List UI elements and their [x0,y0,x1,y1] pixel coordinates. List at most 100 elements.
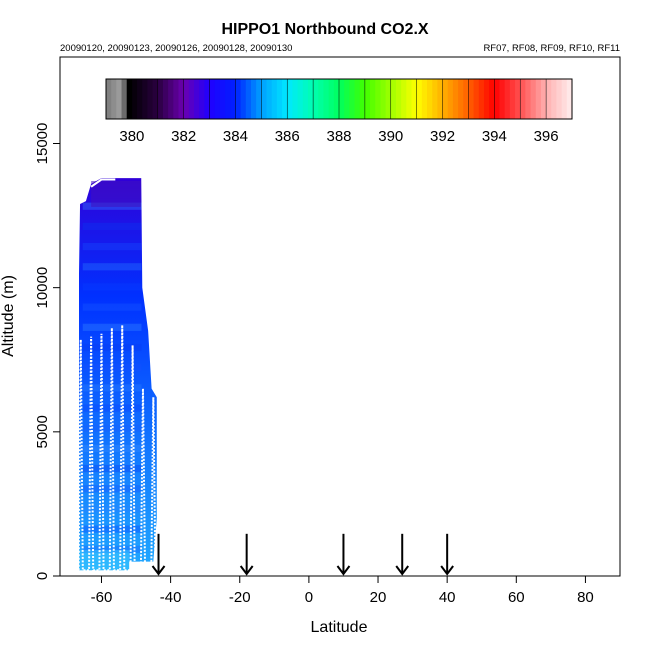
colorbar-cell [137,79,143,119]
colorbar-cell [432,79,438,119]
colorbar-cell [354,79,361,119]
chart-subtitle-left: 20090120, 20090123, 20090126, 20090128, … [60,43,292,54]
colorbar-cell [168,79,174,119]
colorbar-cell [194,79,200,119]
colorbar-cell [478,79,485,119]
colorbar-cell [395,79,402,119]
colorbar-cell [178,79,185,119]
flight-arrowhead [336,565,351,576]
colorbar-cell [442,79,449,119]
colorbar-cell [401,79,407,119]
colorbar-cell [287,79,293,119]
colorbar-tick-label: 390 [378,128,403,145]
colorbar-cell [261,79,268,119]
colorbar-cell [307,79,314,119]
colorbar-cell [364,79,371,119]
colorbar-cell [116,79,123,119]
colorbar-cell [535,79,542,119]
co2-section-band [82,242,142,251]
x-tick-label: -20 [229,589,251,606]
colorbar-cell [183,79,190,119]
colorbar-tick-label: 394 [482,128,507,145]
co2-section-band [82,323,142,331]
flight-arrowhead [239,565,254,576]
flight-track [77,325,157,572]
colorbar-cell [515,79,521,119]
colorbar-cell [230,79,237,119]
colorbar-cell [240,79,247,119]
colorbar-cell [540,79,547,119]
x-axis: -60 -40 -20 0 20 40 60 80 [91,576,594,606]
x-tick-label: 40 [439,589,456,606]
colorbar-cell [199,79,205,119]
colorbar-cell [421,79,428,119]
x-tick-label: 0 [305,589,313,606]
co2-section-top [91,180,141,207]
colorbar-cell [302,79,309,119]
colorbar-cell [339,79,345,119]
chart-subtitle-right: RF07, RF08, RF09, RF10, RF11 [483,43,620,54]
colorbar-cell [142,79,149,119]
colorbar-cell [494,79,501,119]
colorbar-cell [282,79,288,119]
colorbar-cell [473,79,480,119]
colorbar-cell [276,79,283,119]
x-tick-label: -40 [160,589,182,606]
colorbar-cell [344,79,350,119]
colorbar-cell [463,79,470,119]
co2-section-band [82,545,142,553]
colorbar-tick-label: 384 [223,128,248,145]
colorbar-cell [458,79,464,119]
x-tick-label: 80 [577,589,594,606]
flight-arrowhead [395,565,410,576]
colorbar-cell [250,79,257,119]
colorbar-tick-label: 386 [275,128,300,145]
flight-arrows [151,533,454,576]
flight-arrowhead [440,565,454,576]
x-tick-label: 60 [508,589,525,606]
colorbar-tick-label: 396 [534,128,559,145]
colorbar-cell [106,79,112,119]
colorbar-cell [188,79,195,119]
colorbar-frame [105,78,573,120]
colorbar-tick-label: 382 [171,128,196,145]
colorbar-cell [328,79,335,119]
co2-section-band [82,525,142,533]
colorbar-cell [219,79,226,119]
colorbar-tick-label: 392 [430,128,455,145]
plot-frame [59,56,621,577]
y-tick-label: 0 [34,572,51,580]
co2-section-band [82,222,142,230]
y-tick-label: 15000 [34,123,51,165]
co2-section-band [82,283,142,291]
colorbar-cell [375,79,382,119]
colorbar-cell [126,79,133,119]
colorbar-cell [349,79,356,119]
colorbar-cell [520,79,526,119]
colorbar-cell [225,79,231,119]
colorbar-cell [214,79,221,119]
co2-section-band [82,303,142,311]
colorbar-cell [204,79,211,119]
colorbar-cell [245,79,252,119]
colorbar-cell [131,79,138,119]
colorbar-cell [483,79,490,119]
colorbar-cell [313,79,319,119]
colorbar-cell [499,79,506,119]
colorbar-cell [235,79,242,119]
flight-profiles [77,178,157,572]
colorbar-cell [147,79,154,119]
colorbar-cell [406,79,413,119]
colorbar-cell [266,79,273,119]
colorbar-cell [152,79,159,119]
y-axis-label: Altitude (m) [0,275,17,357]
colorbar-cell [370,79,376,119]
colorbar-cell [162,79,169,119]
colorbar-cell [452,79,459,119]
x-tick-label: 20 [370,589,387,606]
colorbar-cell [333,79,340,119]
colorbar-cell [111,79,117,119]
colorbar-cell [297,79,304,119]
co2-section-band [82,485,142,493]
